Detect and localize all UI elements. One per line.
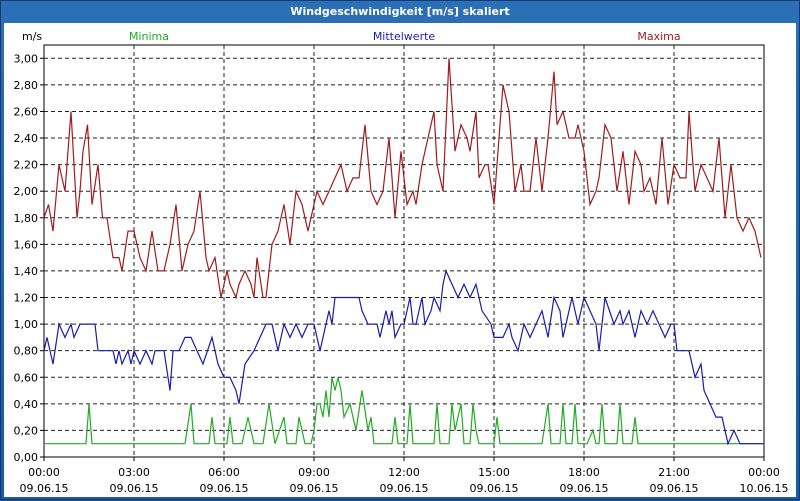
series-line-maxima [43, 58, 762, 300]
x-tick-date-label: 09.06.15 [290, 482, 339, 495]
x-tick-date-label: 09.06.15 [110, 482, 159, 495]
x-tick-time-label: 18:00 [568, 466, 600, 479]
legend-maxima: Maxima [637, 30, 680, 43]
x-tick-time-label: 09:00 [298, 466, 330, 479]
y-tick-label: 0,80 [14, 345, 39, 358]
x-tick-date-label: 09.06.15 [560, 482, 609, 495]
x-tick-time-label: 06:00 [208, 466, 240, 479]
y-tick-label: 1,20 [14, 292, 39, 305]
x-tick-time-label: 12:00 [388, 466, 420, 479]
x-tick-date-label: 09.06.15 [470, 482, 519, 495]
y-tick-label: 1,60 [14, 238, 39, 251]
y-tick-label: 3,00 [14, 52, 39, 65]
x-tick-date-label: 09.06.15 [20, 482, 69, 495]
y-tick-label: 0,00 [14, 451, 39, 464]
window-title: Windgeschwindigkeit [m/s] skaliert [290, 5, 510, 18]
x-tick-date-label: 10.06.15 [740, 482, 789, 495]
y-tick-label: 0,60 [14, 371, 39, 384]
x-tick-time-label: 00:00 [748, 466, 780, 479]
x-tick-time-label: 21:00 [658, 466, 690, 479]
y-tick-label: 1,00 [14, 318, 39, 331]
series-line-minima [44, 377, 764, 445]
x-tick-date-label: 09.06.15 [200, 482, 249, 495]
y-tick-label: 2,00 [14, 185, 39, 198]
series-line-mittelwerte [43, 269, 764, 446]
x-tick-date-label: 09.06.15 [650, 482, 699, 495]
x-tick-date-label: 09.06.15 [380, 482, 429, 495]
y-tick-label: 2,60 [14, 105, 39, 118]
x-tick-time-label: 03:00 [118, 466, 150, 479]
y-tick-label: 0,40 [14, 398, 39, 411]
x-tick-time-label: 00:00 [28, 466, 60, 479]
y-tick-label: 2,20 [14, 159, 39, 172]
y-tick-label: 2,80 [14, 79, 39, 92]
chart-svg: 0,00 0,20 0,40 0,60 0,80 1,00 1,20 1,40 1,60 1,80… [14, 30, 789, 495]
y-tick-label: 0,20 [14, 424, 39, 437]
y-tick-label: 1,40 [14, 265, 39, 278]
legend-mittelwerte: Mittelwerte [373, 30, 436, 43]
legend-minima: Minima [129, 30, 169, 43]
chart-frame: 0,00 0,20 0,40 0,60 0,80 1,00 1,20 1,40 1,60 1,80… [4, 23, 796, 497]
x-tick-time-label: 15:00 [478, 466, 510, 479]
y-tick-label: 2,40 [14, 132, 39, 145]
y-tick-label: 1,80 [14, 212, 39, 225]
y-axis-label: m/s [22, 30, 42, 43]
